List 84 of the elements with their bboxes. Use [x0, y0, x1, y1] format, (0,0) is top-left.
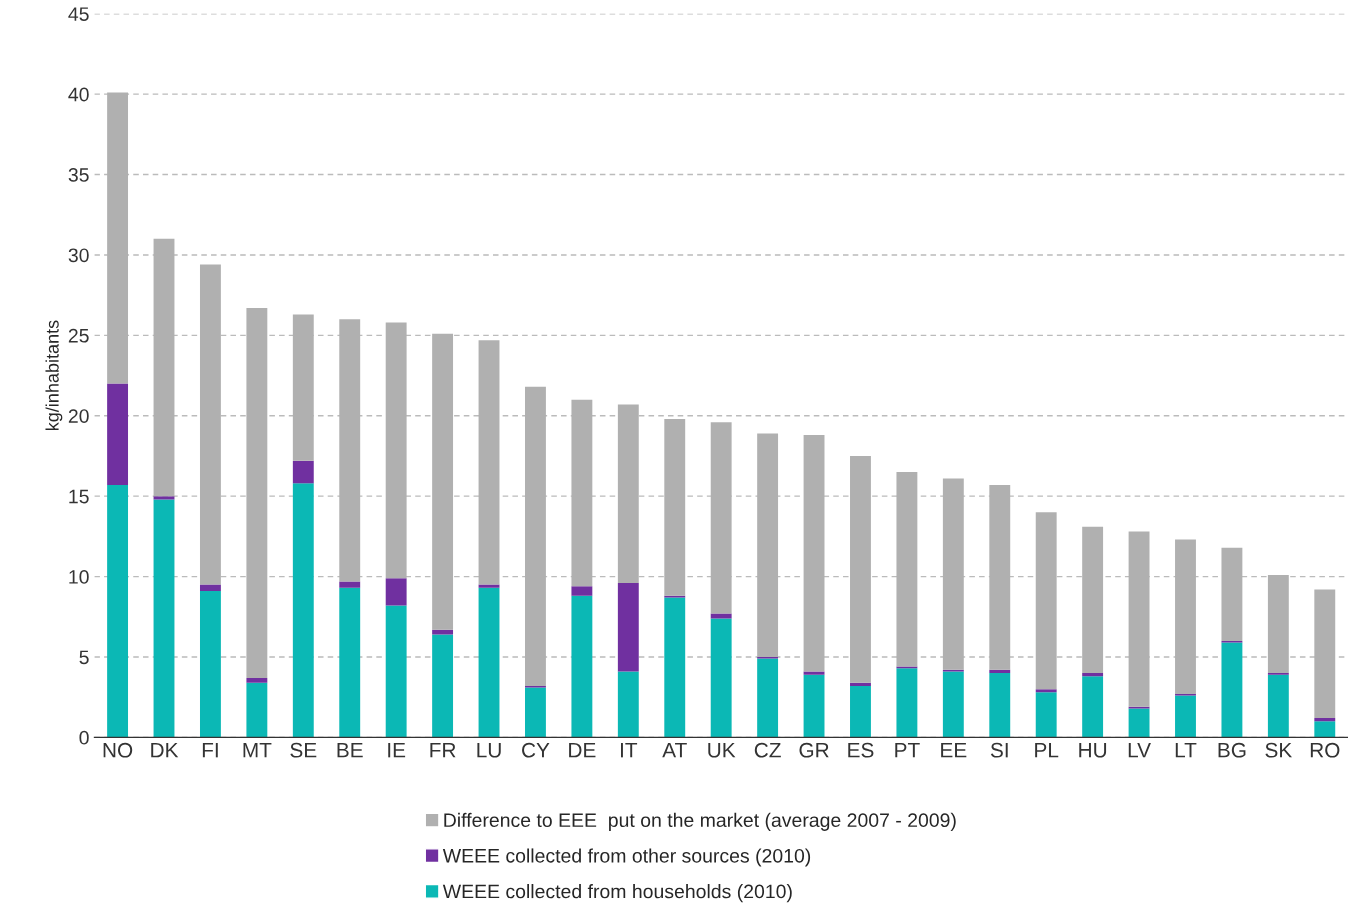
x-tick-label: ES: [848, 742, 874, 758]
x-tick-label: SI: [990, 742, 1008, 758]
bar: [1314, 718, 1336, 722]
bar: [989, 669, 1011, 674]
bar: [617, 671, 639, 738]
y-tick-label: 5: [79, 650, 89, 665]
bar: [942, 671, 964, 738]
bar: [571, 586, 593, 596]
x-tick-label: LV: [1128, 743, 1151, 758]
x-tick-label: AT: [662, 743, 687, 758]
bar: [1267, 674, 1289, 738]
y-axis-title: kg/inhabitants: [45, 320, 63, 431]
bar: [850, 685, 871, 738]
bar: [432, 634, 454, 738]
bar: [757, 658, 779, 738]
x-tick-label: SK: [1265, 742, 1293, 758]
bar: [292, 460, 314, 484]
bar: [478, 584, 500, 588]
bar: [803, 671, 825, 675]
y-tick-label: 30: [68, 248, 89, 263]
x-tick-label: LT: [1175, 743, 1197, 758]
bar: [478, 587, 500, 738]
bar: [292, 483, 314, 738]
x-tick-label: GR: [799, 742, 829, 758]
y-tick-label: 10: [69, 570, 89, 584]
x-tick-label: PT: [895, 743, 920, 758]
bar: [385, 578, 407, 606]
x-tick-label: DE: [569, 743, 596, 758]
bar: [664, 597, 686, 738]
bar: [107, 484, 129, 738]
x-tick-label: IT: [620, 743, 638, 758]
bar: [339, 581, 361, 588]
bar: [1035, 689, 1057, 693]
bar: [1221, 642, 1243, 738]
x-tick-label: EE: [941, 743, 967, 758]
bar: [1175, 695, 1196, 738]
bar: [107, 383, 129, 485]
bar: [989, 673, 1011, 738]
bar: [617, 583, 639, 672]
y-tick-label: 25: [68, 328, 89, 343]
y-tick-label: 35: [68, 168, 89, 182]
bar: [246, 677, 268, 683]
bar: [850, 682, 871, 686]
x-tick-label: CZ: [754, 742, 781, 758]
bar: [1082, 673, 1104, 677]
x-tick-label: CY: [522, 742, 550, 758]
bar: [339, 587, 361, 738]
bar: [803, 674, 825, 738]
bar: [199, 591, 221, 738]
y-tick-label: 40: [68, 87, 89, 102]
bar: [525, 687, 546, 738]
legend-label: Difference to EEE put on the market (average 2007 - 2009): [444, 812, 956, 831]
x-tick-label: FI: [202, 743, 218, 758]
bar: [1314, 721, 1336, 738]
x-tick-label: NO: [103, 742, 133, 758]
bar: [1082, 676, 1104, 738]
x-tick-label: UK: [708, 743, 736, 758]
x-tick-label: RO: [1310, 742, 1340, 758]
bar: [385, 605, 407, 738]
x-tick-label: PL: [1035, 743, 1059, 758]
bar: [199, 584, 221, 592]
bar: [571, 595, 593, 738]
legend-label: WEEE collected from households (2010): [442, 884, 792, 903]
bar: [896, 668, 918, 738]
bar: [153, 499, 175, 738]
bar: [710, 618, 732, 738]
y-tick-label: 0: [79, 730, 89, 745]
x-tick-label: IE: [388, 743, 406, 758]
x-tick-label: MT: [243, 743, 272, 758]
bar: [1035, 692, 1057, 738]
x-tick-label: LU: [477, 743, 501, 758]
x-tick-label: BG: [1218, 742, 1246, 758]
x-tick-label: BE: [337, 743, 363, 758]
x-tick-label: HU: [1079, 743, 1107, 758]
bar: [246, 682, 268, 738]
y-tick-label: 20: [68, 409, 89, 423]
x-tick-label: DK: [151, 743, 179, 758]
y-tick-label: 15: [69, 489, 89, 504]
x-tick-label: SE: [290, 742, 317, 758]
bar: [1128, 708, 1150, 738]
x-tick-label: FR: [430, 743, 456, 758]
bar: [153, 496, 175, 500]
legend-label: WEEE collected from other sources (2010): [442, 848, 811, 867]
y-tick-label: 45: [68, 7, 89, 21]
